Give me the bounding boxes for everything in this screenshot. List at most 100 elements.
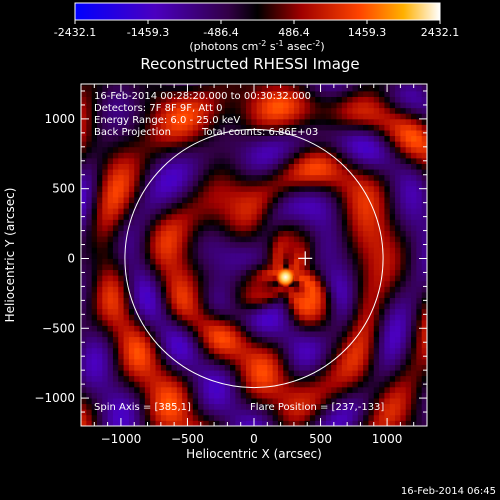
heatmap-cell bbox=[379, 185, 385, 192]
heatmap-cell bbox=[182, 319, 188, 326]
heatmap-cell bbox=[373, 347, 380, 354]
heatmap-cell bbox=[160, 157, 167, 164]
heatmap-cell bbox=[283, 364, 289, 371]
heatmap-cell bbox=[160, 264, 167, 271]
heatmap-cell bbox=[363, 130, 369, 137]
heatmap-cell bbox=[272, 403, 279, 410]
heatmap-cell bbox=[299, 208, 305, 215]
heatmap-cell bbox=[272, 347, 279, 354]
heatmap-cell bbox=[107, 269, 114, 276]
heatmap-cell bbox=[251, 202, 258, 209]
heatmap-cell bbox=[384, 180, 391, 187]
heatmap-cell bbox=[150, 163, 156, 170]
heatmap-cell bbox=[155, 286, 162, 293]
heatmap-cell bbox=[166, 420, 172, 426]
heatmap-cell bbox=[304, 258, 311, 265]
heatmap-cell bbox=[128, 180, 135, 187]
heatmap-cell bbox=[128, 219, 135, 226]
heatmap-cell bbox=[155, 230, 162, 237]
heatmap-cell bbox=[347, 370, 353, 377]
heatmap-cell bbox=[102, 342, 109, 349]
heatmap-cell bbox=[139, 297, 146, 304]
heatmap-cell bbox=[315, 386, 321, 393]
heatmap-cell bbox=[230, 208, 236, 215]
heatmap-cell bbox=[325, 107, 332, 114]
colorbar-tick-label: -2432.1 bbox=[54, 26, 96, 39]
heatmap-cell bbox=[128, 325, 135, 332]
heatmap-cell bbox=[155, 258, 162, 265]
heatmap-cell bbox=[203, 241, 210, 248]
heatmap-cell bbox=[379, 197, 385, 204]
heatmap-cell bbox=[230, 381, 236, 388]
heatmap-cell bbox=[395, 381, 401, 388]
heatmap-cell bbox=[107, 84, 114, 86]
heatmap-cell bbox=[155, 398, 162, 405]
heatmap-cell bbox=[293, 197, 300, 204]
heatmap-cell bbox=[389, 392, 396, 399]
heatmap-cell bbox=[283, 420, 289, 426]
heatmap-cell bbox=[128, 364, 135, 371]
heatmap-cell bbox=[123, 102, 130, 109]
heatmap-cell bbox=[81, 180, 87, 187]
heatmap-cell bbox=[102, 403, 109, 410]
heatmap-cell bbox=[208, 202, 215, 209]
heatmap-cell bbox=[416, 141, 423, 148]
heatmap-cell bbox=[219, 113, 226, 120]
heatmap-cell bbox=[246, 319, 252, 326]
heatmap-cell bbox=[309, 331, 316, 338]
heatmap-cell bbox=[261, 84, 268, 86]
heatmap-cell bbox=[320, 386, 327, 393]
heatmap-cell bbox=[118, 191, 124, 198]
heatmap-cell bbox=[192, 102, 199, 109]
heatmap-cell bbox=[166, 191, 172, 198]
heatmap-cell bbox=[166, 169, 172, 176]
heatmap-cell bbox=[283, 247, 289, 254]
heatmap-cell bbox=[304, 241, 311, 248]
heatmap-cell bbox=[325, 146, 332, 153]
heatmap-cell bbox=[219, 420, 226, 426]
heatmap-cell bbox=[187, 258, 194, 265]
heatmap-cell bbox=[246, 403, 252, 410]
heatmap-cell bbox=[219, 107, 226, 114]
heatmap-cell bbox=[277, 152, 284, 159]
heatmap-cell bbox=[230, 96, 236, 103]
heatmap-cell bbox=[283, 392, 289, 399]
heatmap-cell bbox=[219, 174, 226, 181]
heatmap-cell bbox=[384, 325, 391, 332]
heatmap-cell bbox=[166, 213, 172, 220]
heatmap-cell bbox=[246, 303, 252, 310]
heatmap-cell bbox=[214, 414, 220, 421]
heatmap-cell bbox=[240, 258, 247, 265]
heatmap-cell bbox=[192, 420, 199, 426]
heatmap-cell bbox=[373, 297, 380, 304]
heatmap-cell bbox=[203, 314, 210, 321]
heatmap-cell bbox=[160, 169, 167, 176]
heatmap-cell bbox=[405, 275, 412, 282]
heatmap-cell bbox=[182, 347, 188, 354]
heatmap-cell bbox=[107, 141, 114, 148]
heatmap-cell bbox=[256, 353, 263, 360]
heatmap-cell bbox=[192, 297, 199, 304]
heatmap-cell bbox=[171, 364, 178, 371]
heatmap-cell bbox=[331, 258, 337, 265]
heatmap-cell bbox=[166, 118, 172, 125]
heatmap-cell bbox=[379, 336, 385, 343]
heatmap-cell bbox=[166, 364, 172, 371]
heatmap-cell bbox=[198, 258, 204, 265]
heatmap-cell bbox=[240, 208, 247, 215]
heatmap-cell bbox=[134, 124, 140, 131]
heatmap-cell bbox=[198, 286, 204, 293]
heatmap-cell bbox=[208, 85, 215, 92]
heatmap-cell bbox=[384, 409, 391, 416]
heatmap-cell bbox=[246, 398, 252, 405]
heatmap-cell bbox=[293, 107, 300, 114]
heatmap-cell bbox=[293, 247, 300, 254]
heatmap-cell bbox=[256, 381, 263, 388]
heatmap-cell bbox=[320, 230, 327, 237]
heatmap-cell bbox=[240, 224, 247, 231]
heatmap-cell bbox=[198, 107, 204, 114]
heatmap-cell bbox=[123, 420, 130, 426]
heatmap-cell bbox=[405, 185, 412, 192]
heatmap-cell bbox=[176, 135, 183, 142]
heatmap-cell bbox=[150, 169, 156, 176]
